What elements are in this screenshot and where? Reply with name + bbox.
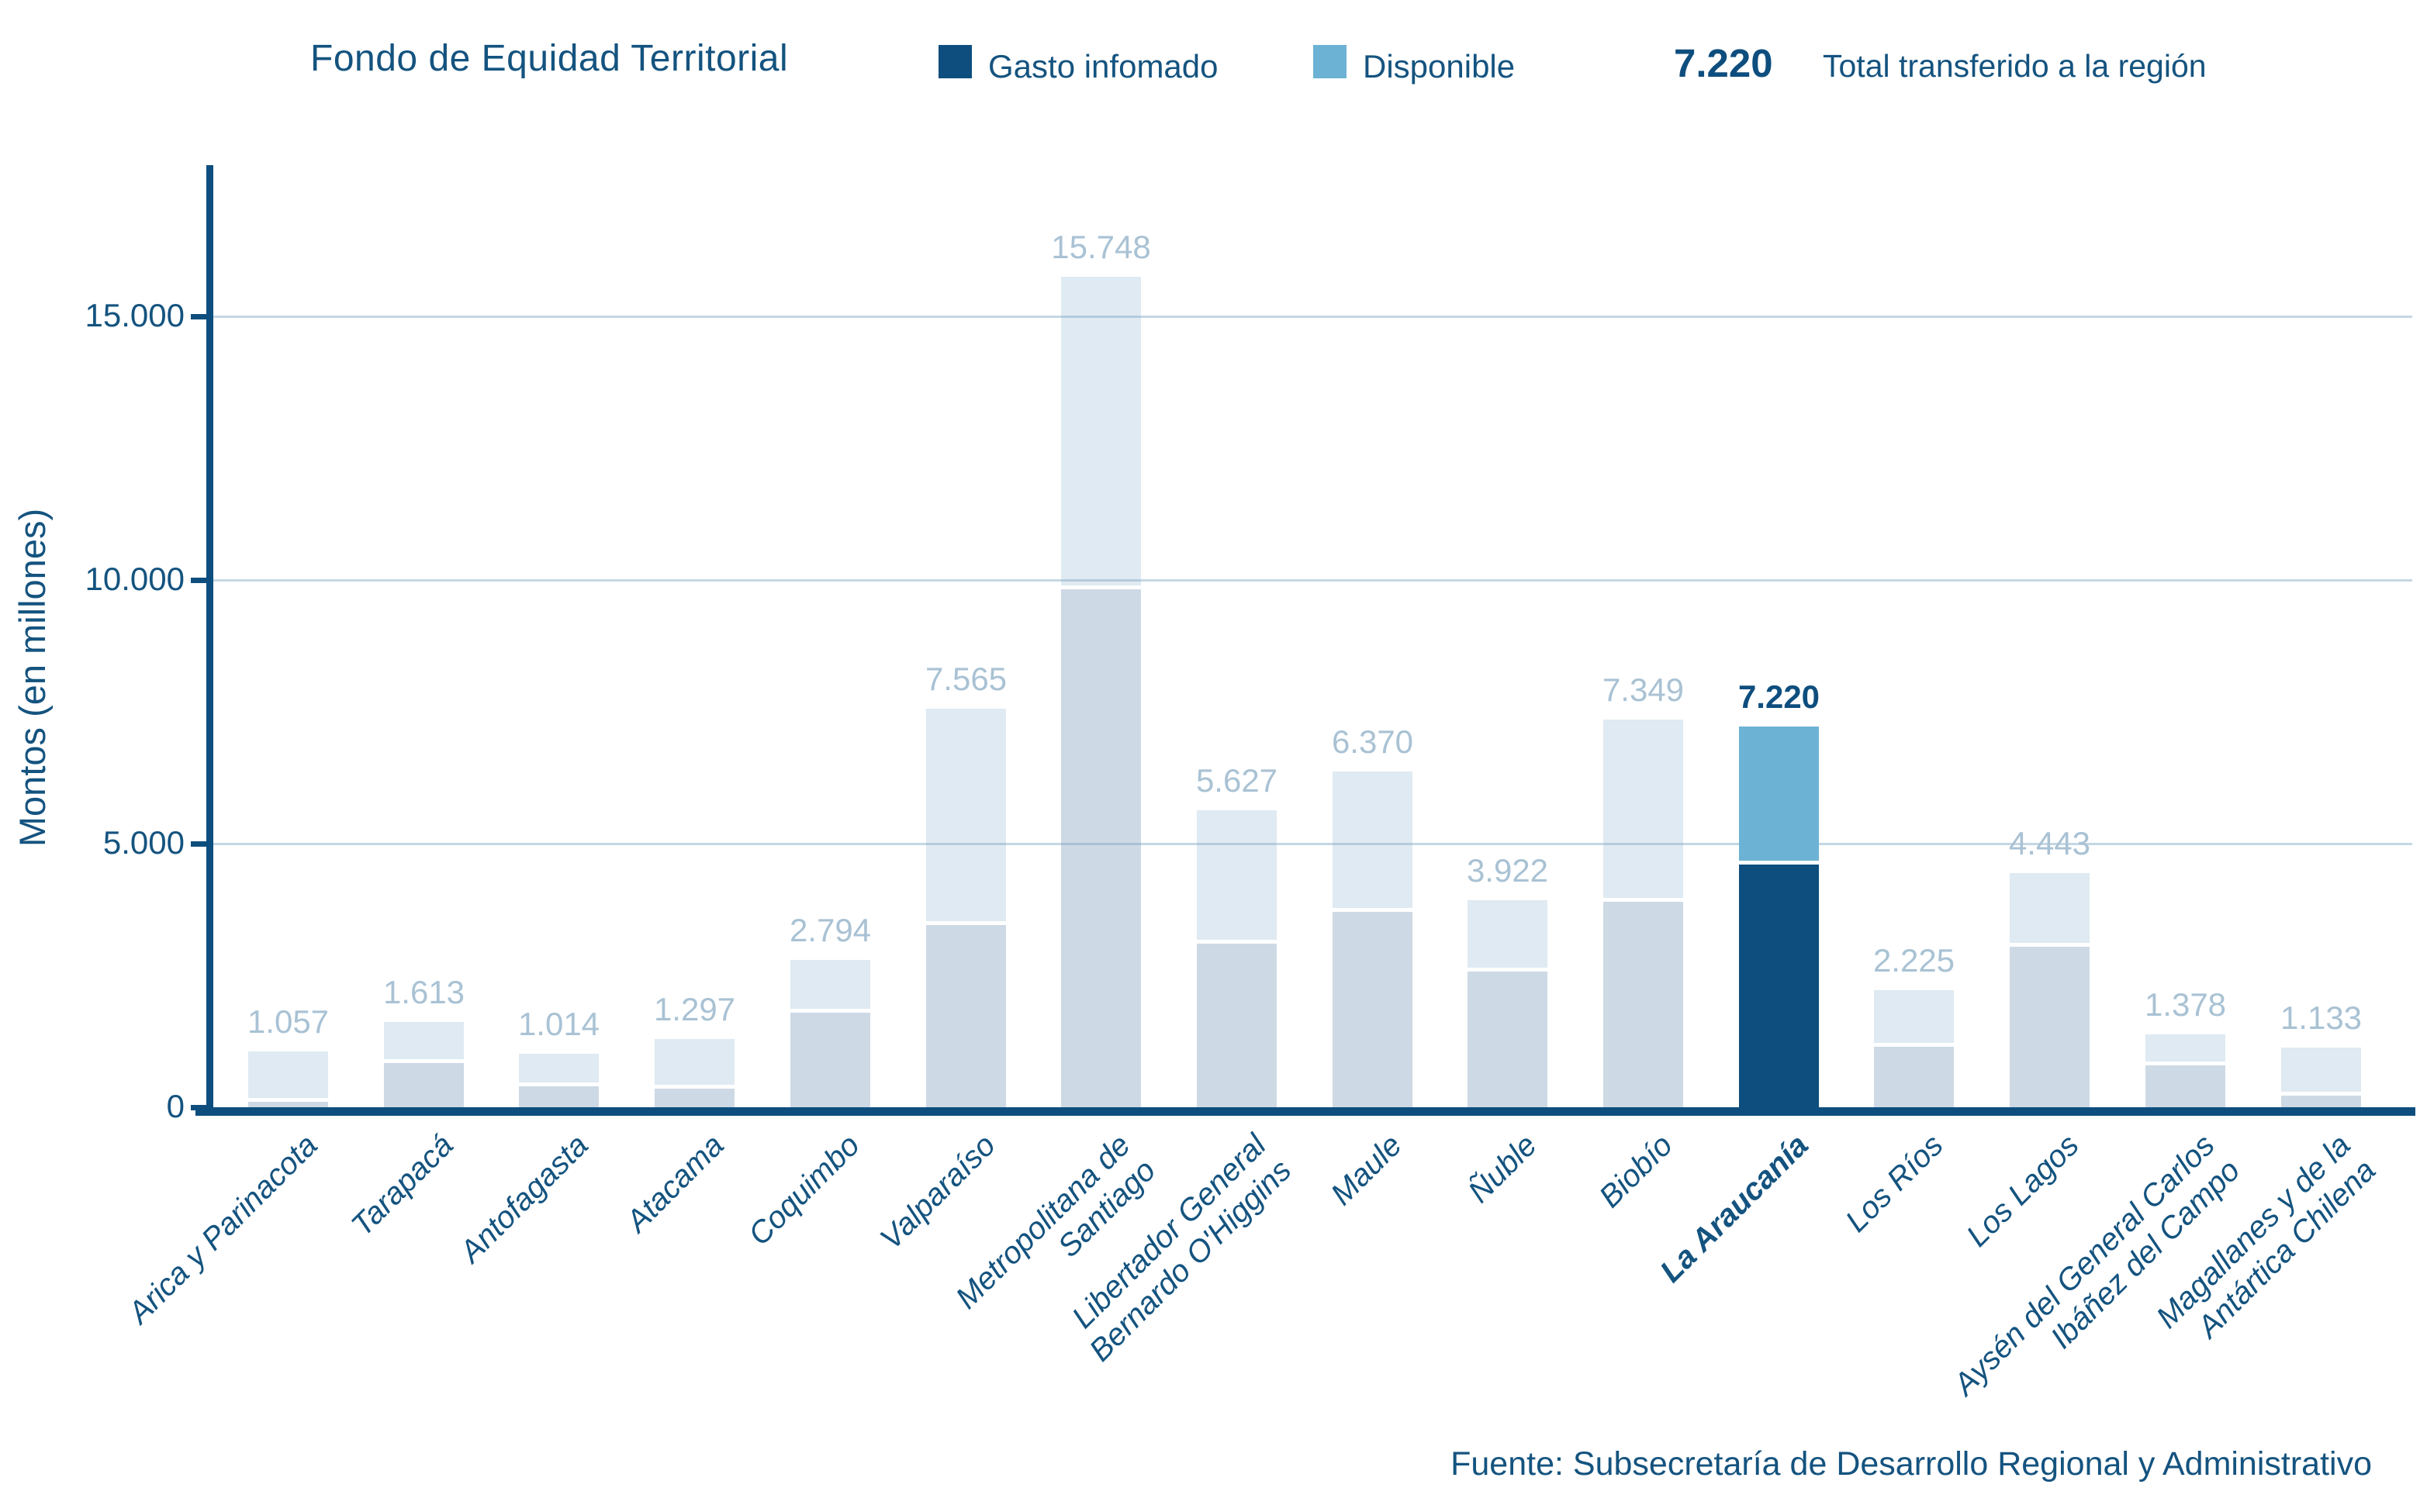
bar-tarapaca-value-label: 1.613 [382, 974, 465, 1011]
header-total-value: 7.220 [1674, 41, 1773, 85]
bar-coquimbo-gasto-segment [790, 1012, 870, 1107]
page-title: Fondo de Equidad Territorial [310, 38, 789, 79]
bar-libertador-general-bernardo-ohiggins-value-label: 5.627 [1195, 762, 1278, 799]
bar-maule-gasto-segment [1333, 912, 1412, 1107]
source-note: Fuente: Subsecretaría de Desarrollo Regi… [1450, 1445, 2372, 1483]
bar-magallanes-y-de-la-antartica-chilena-gasto-segment [2281, 1096, 2361, 1107]
y-tick-mark-0 [191, 1105, 206, 1110]
bar-atacama-value-label: 1.297 [653, 990, 736, 1027]
bar-metropolitana-de-santiago-gasto-segment [1061, 589, 1141, 1107]
gridline-15.000 [209, 316, 2412, 318]
bar-arica-y-parinacota-disponible-segment [248, 1051, 328, 1099]
bar-arica-y-parinacota-value-label: 1.057 [247, 1003, 330, 1041]
bar-arica-y-parinacota-gasto-segment [248, 1102, 328, 1107]
bar-aysen-del-general-carlos-ibanez-del-campo-value-label: 1.378 [2144, 986, 2227, 1024]
bar-los-rios-gasto-segment [1874, 1046, 1954, 1107]
bar-metropolitana-de-santiago-value-label: 15.748 [1051, 229, 1151, 266]
bar-magallanes-y-de-la-antartica-chilena-value-label: 1.133 [2280, 999, 2363, 1036]
bar-atacama-gasto-segment [655, 1089, 735, 1107]
bar-libertador-general-bernardo-ohiggins-gasto-segment [1197, 944, 1277, 1107]
bar-nuble-gasto-segment [1468, 972, 1547, 1107]
bar-los-lagos-gasto-segment [2010, 946, 2090, 1107]
bar-atacama-disponible-segment [655, 1038, 735, 1086]
y-tick-mark-10.000 [191, 578, 206, 583]
y-axis-line [206, 165, 213, 1116]
bar-antofagasta-disponible-segment [519, 1054, 599, 1082]
bar-valparaiso-disponible-segment [926, 708, 1006, 922]
y-tick-label-5.000: 5.000 [102, 824, 185, 861]
bar-nuble-disponible-segment [1468, 900, 1547, 968]
bar-biobio-value-label: 7.349 [1602, 671, 1685, 709]
bar-nuble-value-label: 3.922 [1466, 852, 1549, 889]
gridline-5.000 [209, 843, 2412, 845]
bar-maule-disponible-segment [1333, 771, 1412, 909]
bar-coquimbo-value-label: 2.794 [789, 912, 872, 948]
bar-magallanes-y-de-la-antartica-chilena-disponible-segment [2281, 1047, 2361, 1093]
bar-antofagasta-gasto-segment [519, 1086, 599, 1107]
legend-swatch-gasto-informado [939, 45, 972, 78]
y-tick-mark-5.000 [191, 841, 206, 847]
bar-maule-value-label: 6.370 [1331, 723, 1414, 760]
bar-biobio-gasto-segment [1603, 901, 1683, 1107]
bar-antofagasta-value-label: 1.014 [517, 1006, 600, 1043]
bar-aysen-del-general-carlos-ibanez-del-campo-gasto-segment [2145, 1065, 2225, 1107]
bar-la-araucania-disponible-segment [1739, 727, 1819, 861]
bar-libertador-general-bernardo-ohiggins-disponible-segment [1197, 810, 1277, 941]
bar-aysen-del-general-carlos-ibanez-del-campo-disponible-segment [2145, 1034, 2225, 1062]
bar-los-rios-disponible-segment [1874, 989, 1954, 1043]
y-tick-label-10.000: 10.000 [85, 561, 185, 597]
bar-metropolitana-de-santiago-disponible-segment [1061, 277, 1141, 586]
bar-valparaiso-gasto-segment [926, 925, 1006, 1107]
bar-la-araucania-gasto-segment [1739, 865, 1819, 1107]
y-tick-label-0: 0 [166, 1088, 185, 1124]
bar-los-lagos-value-label: 4.443 [2008, 824, 2091, 861]
bar-la-araucania-value-label: 7.220 [1737, 678, 1820, 716]
y-axis-title: Montos (en millones) [12, 508, 53, 847]
bar-coquimbo-disponible-segment [790, 960, 870, 1009]
legend-swatch-disponible [1313, 45, 1347, 78]
legend-label-disponible: Disponible [1363, 48, 1516, 85]
y-tick-label-15.000: 15.000 [85, 297, 185, 333]
gridline-10.000 [209, 579, 2412, 582]
y-tick-mark-15.000 [191, 314, 206, 319]
bar-valparaiso-value-label: 7.565 [925, 660, 1008, 697]
bar-los-rios-value-label: 2.225 [1872, 941, 1955, 979]
header-total-label: Total transferido a la región [1823, 48, 2207, 84]
bar-tarapaca-gasto-segment [384, 1062, 464, 1107]
bar-biobio-disponible-segment [1603, 720, 1683, 898]
bar-los-lagos-disponible-segment [2010, 872, 2090, 943]
bar-tarapaca-disponible-segment [384, 1022, 464, 1059]
x-axis-line [195, 1107, 2415, 1116]
legend-label-gasto-informado: Gasto infomado [988, 48, 1219, 85]
